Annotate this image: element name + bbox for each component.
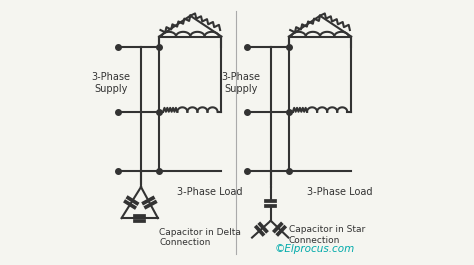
Text: 3-Phase Load: 3-Phase Load (177, 187, 243, 197)
Text: ©Elprocus.com: ©Elprocus.com (275, 244, 355, 254)
Text: 3-Phase Load: 3-Phase Load (307, 187, 373, 197)
Text: 3-Phase
Supply: 3-Phase Supply (221, 72, 260, 94)
Text: Capacitor in Star
Connection: Capacitor in Star Connection (289, 225, 365, 245)
Text: 3-Phase
Supply: 3-Phase Supply (91, 72, 131, 94)
Text: Capacitor in Delta
Connection: Capacitor in Delta Connection (159, 228, 241, 247)
